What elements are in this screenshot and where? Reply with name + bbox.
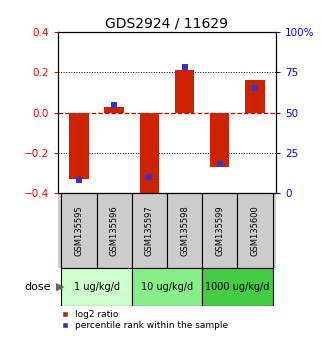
Text: 1 ug/kg/d: 1 ug/kg/d	[74, 282, 119, 292]
Text: GSM135598: GSM135598	[180, 206, 189, 256]
Text: GSM135599: GSM135599	[215, 206, 224, 256]
Bar	[245, 80, 265, 113]
Bar	[69, 113, 89, 179]
Text: GSM135600: GSM135600	[250, 206, 259, 256]
Text: 1000 ug/kg/d: 1000 ug/kg/d	[205, 282, 270, 292]
Bar	[140, 113, 159, 195]
Bar	[175, 70, 194, 113]
Bar	[237, 193, 273, 268]
Legend: log2 ratio, percentile rank within the sample: log2 ratio, percentile rank within the s…	[62, 310, 228, 330]
Bar	[61, 193, 97, 268]
Bar	[210, 113, 230, 167]
Bar	[132, 268, 202, 306]
Bar	[202, 268, 273, 306]
Text: 10 ug/kg/d: 10 ug/kg/d	[141, 282, 193, 292]
Text: ▶: ▶	[56, 282, 65, 292]
Text: GSM135597: GSM135597	[145, 206, 154, 256]
Text: dose: dose	[25, 282, 51, 292]
Bar	[61, 268, 132, 306]
Title: GDS2924 / 11629: GDS2924 / 11629	[105, 17, 229, 31]
Text: GSM135596: GSM135596	[109, 206, 119, 256]
Bar	[97, 193, 132, 268]
Bar	[132, 193, 167, 268]
Bar	[167, 193, 202, 268]
Bar	[104, 107, 124, 113]
Text: GSM135595: GSM135595	[74, 206, 83, 256]
Bar	[202, 193, 237, 268]
